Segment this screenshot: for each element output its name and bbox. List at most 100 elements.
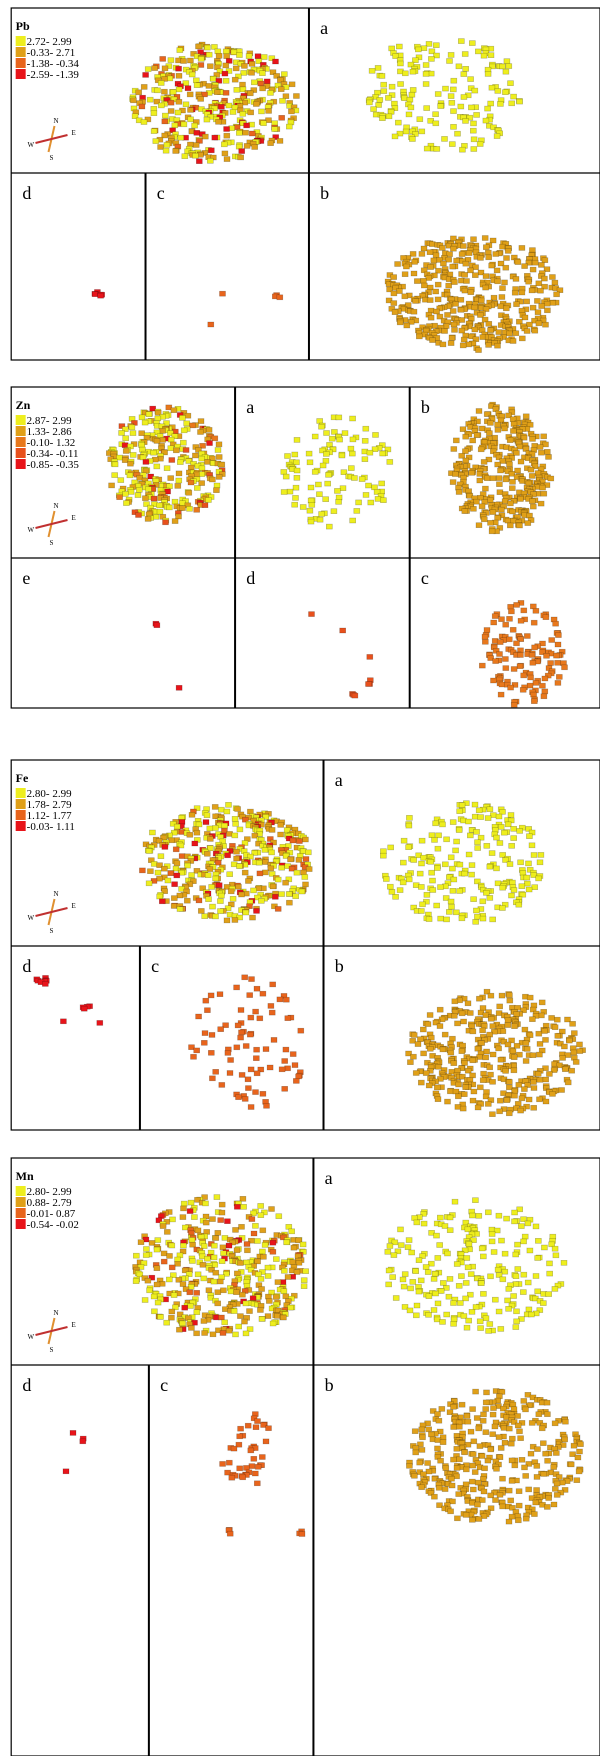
voxel <box>510 1049 516 1054</box>
voxel <box>275 877 281 882</box>
voxel <box>534 298 540 303</box>
legend-title: Fe <box>16 771 29 785</box>
voxel <box>413 1313 419 1318</box>
voxel <box>237 827 243 832</box>
voxel <box>234 856 240 861</box>
voxel <box>233 1332 239 1337</box>
voxel <box>481 517 487 522</box>
voxel <box>515 468 521 473</box>
voxel <box>489 1112 495 1117</box>
voxel <box>534 1463 540 1468</box>
voxel <box>438 1288 444 1293</box>
voxel <box>565 1080 571 1085</box>
voxel <box>238 1008 244 1013</box>
voxel <box>514 1043 520 1048</box>
voxel <box>323 458 329 463</box>
voxel <box>506 1426 512 1431</box>
voxel <box>512 290 518 295</box>
voxel <box>480 1006 486 1011</box>
voxel <box>472 802 478 807</box>
voxel <box>233 821 239 826</box>
cell-label: b <box>421 397 430 417</box>
voxel <box>259 1287 265 1292</box>
voxel <box>471 147 477 152</box>
voxel <box>548 661 554 666</box>
voxel <box>476 1517 482 1522</box>
voxel <box>466 852 472 857</box>
compass-label: W <box>27 1333 34 1341</box>
voxel <box>541 434 547 439</box>
voxel <box>487 420 493 425</box>
voxel <box>425 1022 431 1027</box>
voxel <box>260 1091 266 1096</box>
voxel <box>434 1085 440 1090</box>
voxel <box>281 490 287 495</box>
voxel <box>546 1496 552 1501</box>
voxel <box>451 1321 457 1326</box>
voxel <box>253 102 259 107</box>
voxel <box>245 1086 251 1091</box>
voxel <box>203 1220 209 1225</box>
voxel <box>237 1466 243 1471</box>
voxel <box>545 1458 551 1463</box>
voxel <box>379 73 385 78</box>
voxel <box>294 437 300 442</box>
voxel <box>424 106 430 111</box>
voxel <box>462 52 468 57</box>
voxel <box>513 1274 519 1279</box>
voxel <box>468 1272 474 1277</box>
voxel <box>488 53 494 58</box>
voxel <box>498 692 504 697</box>
voxel <box>495 88 501 93</box>
voxel <box>549 1015 555 1020</box>
voxel <box>493 659 499 664</box>
voxel <box>437 1243 443 1248</box>
voxel <box>135 493 141 498</box>
voxel <box>496 482 502 487</box>
voxel <box>521 1087 527 1092</box>
voxel <box>516 1082 522 1087</box>
voxel <box>472 1198 478 1203</box>
voxel <box>320 463 326 468</box>
voxel <box>225 1050 231 1055</box>
voxel <box>240 111 246 116</box>
voxel <box>398 1243 404 1248</box>
voxel <box>301 1278 307 1283</box>
voxel <box>424 892 430 897</box>
voxel <box>505 248 511 253</box>
voxel <box>479 1041 485 1046</box>
voxel <box>482 639 488 644</box>
voxel <box>417 871 423 876</box>
voxel <box>248 1015 254 1020</box>
voxel <box>363 426 369 431</box>
voxel <box>523 1407 529 1412</box>
voxel <box>542 258 548 263</box>
voxel <box>174 861 180 866</box>
voxel <box>576 1469 582 1474</box>
voxel <box>471 121 477 126</box>
voxel <box>444 837 450 842</box>
voxel <box>467 833 473 838</box>
voxel <box>279 865 285 870</box>
voxel <box>439 1406 445 1411</box>
voxel <box>249 977 255 982</box>
voxel <box>478 1326 484 1331</box>
voxel <box>500 1476 506 1481</box>
voxel <box>535 1071 541 1076</box>
voxel <box>554 1481 560 1486</box>
voxel <box>502 426 508 431</box>
voxel <box>139 415 145 420</box>
voxel <box>286 124 292 129</box>
voxel <box>497 1098 503 1103</box>
voxel <box>154 1282 160 1287</box>
voxel <box>500 1504 506 1509</box>
figure: Pb2.72- 2.99-0.33- 2.71-1.38- -0.34-2.59… <box>0 0 600 1756</box>
voxel <box>177 893 183 898</box>
voxel <box>174 873 180 878</box>
voxel <box>242 1319 248 1324</box>
voxel <box>532 885 538 890</box>
voxel <box>453 1089 459 1094</box>
voxel <box>206 52 212 57</box>
voxel <box>543 1099 549 1104</box>
voxel <box>513 331 519 336</box>
